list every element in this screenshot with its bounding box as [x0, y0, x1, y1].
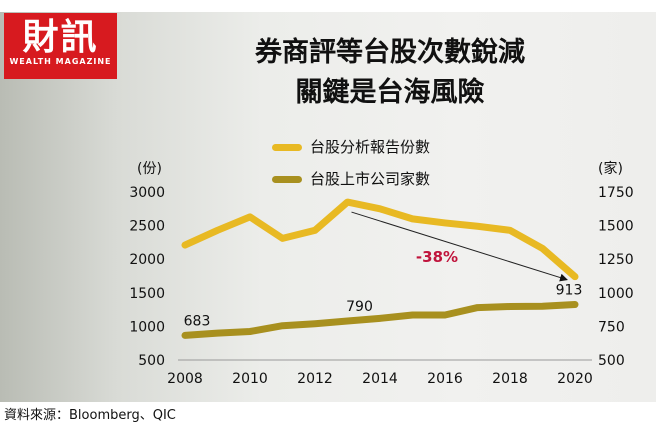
legend-item-companies: 台股上市公司家數	[272, 168, 430, 189]
series-line-1	[181, 198, 579, 281]
legend-swatch	[272, 176, 302, 183]
left-axis-unit: (份)	[137, 161, 162, 177]
legend-swatch	[272, 144, 302, 151]
right-tick-label: 750	[598, 319, 625, 335]
source-note: 資料來源：Bloomberg、QIC	[4, 408, 176, 423]
logo: 財訊 WEALTH MAGAZINE	[4, 13, 117, 79]
x-tick-label: 2014	[362, 371, 398, 387]
left-tick-label: 1000	[129, 319, 165, 335]
left-tick-label: 2500	[129, 219, 165, 235]
x-tick-label: 2010	[232, 371, 268, 387]
annotation-label: -38%	[416, 248, 458, 266]
left-tick-label: 3000	[129, 185, 165, 201]
right-tick-label: 500	[598, 353, 625, 369]
left-tick-label: 1500	[129, 286, 165, 302]
left-tick-label: 2000	[129, 252, 165, 268]
right-tick-label: 1000	[598, 286, 634, 302]
logo-subtitle: WEALTH MAGAZINE	[9, 57, 112, 66]
right-tick-label: 1750	[598, 185, 634, 201]
title-line-1: 券商評等台股次數銳減	[255, 37, 525, 68]
legend-label: 台股分析報告份數	[310, 138, 431, 156]
data-label: 790	[346, 299, 373, 315]
series-line-2	[181, 300, 579, 339]
x-tick-label: 2020	[557, 371, 593, 387]
right-tick-label: 1250	[598, 252, 634, 268]
x-tick-label: 2012	[297, 371, 333, 387]
right-tick-label: 1500	[598, 219, 634, 235]
logo-text: 財訊	[22, 16, 99, 58]
data-label: 913	[556, 282, 583, 298]
trend-arrow	[351, 211, 568, 282]
x-tick-label: 2008	[167, 371, 203, 387]
left-tick-label: 500	[138, 353, 165, 369]
x-tick-label: 2018	[492, 371, 528, 387]
legend-label: 台股上市公司家數	[310, 170, 431, 188]
data-label: 683	[184, 313, 211, 329]
x-tick-label: 2016	[427, 371, 463, 387]
right-axis-unit: (家)	[598, 160, 623, 177]
title-line-2: 關鍵是台海風險	[295, 77, 485, 108]
legend-item-reports: 台股分析報告份數	[272, 136, 430, 157]
